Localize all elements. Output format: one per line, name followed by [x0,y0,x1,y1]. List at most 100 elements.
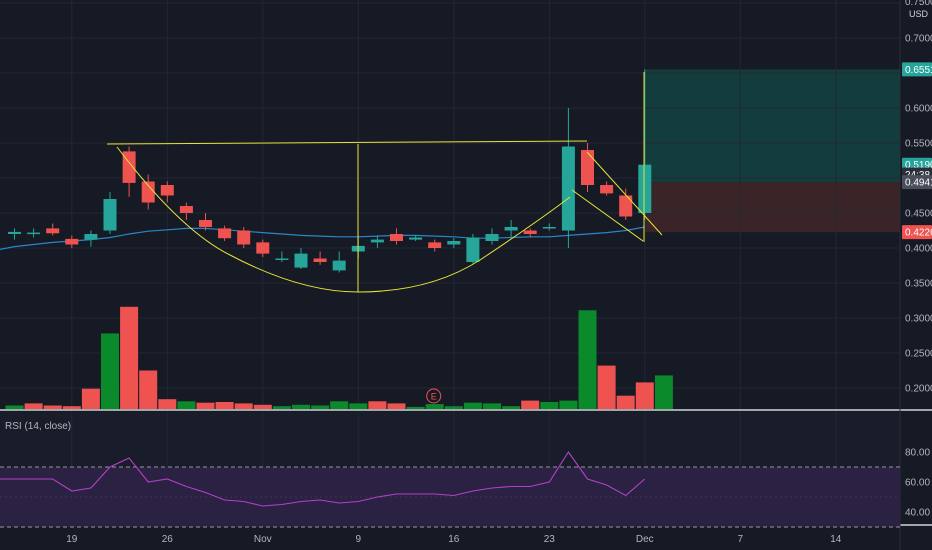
volume-bar [406,406,425,409]
volume-bar [540,402,559,409]
candle-body [160,185,174,196]
candle-body [103,199,117,231]
volume-bar [311,405,330,409]
volume-bar [597,365,616,409]
volume-bar [253,404,272,409]
volume-bar [292,404,310,409]
volume-bar [196,402,215,409]
date-label: 14 [830,534,842,545]
candle-body [218,228,232,239]
date-label: 16 [448,534,460,545]
candle-body [523,230,537,234]
volume-bar [158,399,177,409]
candle-body [370,239,384,243]
earnings-marker-label: E [431,392,437,402]
volume-bar [101,333,119,409]
volume-bar [635,382,654,409]
cup-and-handle-pattern [106,72,663,293]
volume-bar [425,404,444,409]
candle-body [581,150,594,185]
candle-body [8,231,21,234]
date-label: 23 [544,534,556,545]
volume-bar [330,401,349,409]
candle-body [619,195,633,217]
handle-lower-line [571,189,644,242]
candle-body [46,228,60,234]
candle-body [179,206,193,213]
volume-bar [139,370,158,409]
price-badge [902,62,932,77]
volume-bar [177,401,196,409]
candle-body [141,181,155,203]
candle-body [504,227,518,231]
volume-bar [444,406,463,409]
date-label: 19 [66,534,78,545]
candle-body [65,238,79,245]
candle-body [390,234,403,241]
candle-body [332,260,346,271]
date-label: Dec [636,534,654,545]
volume-bar [349,403,368,409]
volume-bar [559,400,578,409]
candle-body [237,230,251,245]
volume-bar [62,406,81,409]
volume-bar [215,402,234,409]
price-badge [902,225,932,240]
candle-body [561,146,575,231]
volume-bar [43,405,62,409]
volume-bar [654,375,673,409]
candle-body [84,234,98,240]
candle-body [485,234,499,241]
rsi-line [0,451,646,507]
candle-body [428,242,442,248]
volume-bar [463,402,482,409]
volume-bar [502,406,521,409]
date-label: 26 [162,534,174,545]
rim-line [106,140,588,145]
candle-body [313,258,327,262]
volume-bar [483,403,501,409]
rsi-tick-label: 40.00 [905,508,930,519]
volume-bar [120,306,139,409]
volume-bar [234,403,253,409]
candle-body [638,164,652,213]
date-label: Nov [254,534,272,545]
stop-zone [644,182,900,233]
candle-body [409,237,423,240]
rsi-tick-label: 80.00 [905,448,930,459]
candle-body [466,237,480,262]
currency-label: USD [909,9,929,19]
volume-bar [578,310,597,409]
candle-body [199,220,212,227]
volume-bars: E [5,306,673,409]
rsi-panel [0,451,900,528]
candle-body [447,241,461,245]
price-tick-label: 0.2000 [905,384,932,395]
volume-bar [272,406,291,409]
price-tick-partial: 0.7500 [905,0,932,8]
candle-body [122,151,136,183]
cup-curve [116,146,571,293]
date-axis: 19 26 Nov 9 16 23 Dec 7 14 [66,534,842,545]
volume-bar [521,400,540,409]
candle-body [600,185,614,194]
volume-bar [24,403,43,409]
candle-body [294,253,308,268]
volume-bar [387,403,406,409]
volume-bar [616,395,635,409]
volume-bar [368,401,387,409]
candles [8,69,652,273]
